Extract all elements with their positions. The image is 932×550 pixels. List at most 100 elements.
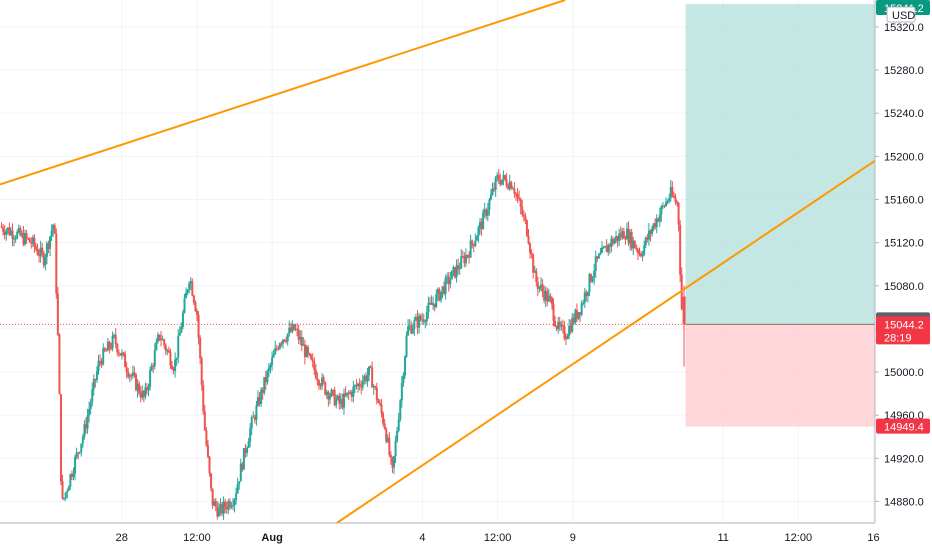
candle	[256, 397, 259, 406]
loss-zone[interactable]	[685, 324, 875, 427]
candle	[275, 348, 278, 350]
candle	[568, 325, 571, 337]
candle	[142, 390, 145, 397]
candle	[358, 383, 361, 387]
candle	[558, 321, 561, 327]
candle	[349, 392, 352, 394]
candle	[80, 443, 83, 453]
candle	[125, 367, 128, 372]
candle	[296, 328, 299, 330]
candle	[136, 383, 139, 391]
candle	[469, 240, 472, 258]
candle	[211, 488, 214, 506]
currency-label[interactable]: USD	[892, 10, 915, 22]
candle	[418, 315, 421, 328]
candle	[369, 366, 372, 368]
candle	[397, 419, 400, 431]
candle	[336, 395, 339, 400]
time-axis-bg	[0, 523, 875, 550]
candle	[113, 334, 116, 336]
candle	[327, 391, 330, 400]
long-position-tool[interactable]	[685, 4, 875, 427]
candle	[244, 448, 247, 454]
candle	[353, 385, 356, 387]
candle	[53, 224, 56, 234]
profit-zone[interactable]	[685, 4, 875, 325]
candle	[75, 452, 78, 458]
trendline-lower-channel[interactable]	[336, 159, 876, 524]
candle	[366, 375, 369, 382]
candle	[361, 381, 364, 388]
candle	[264, 377, 267, 383]
candle	[124, 353, 127, 368]
candle	[527, 235, 530, 244]
candle	[3, 231, 6, 235]
candle	[529, 243, 532, 253]
price-badge-label: 15044.2	[884, 319, 924, 331]
candle	[374, 386, 377, 388]
trendlines[interactable]	[0, 0, 876, 524]
candle	[99, 360, 102, 362]
candle	[258, 397, 261, 405]
candle	[672, 195, 675, 198]
candle	[185, 292, 188, 299]
candle	[324, 382, 327, 395]
time-axis[interactable]: 28 12:00 Aug 4 12:00 9 11 12:00 16	[0, 522, 880, 550]
candle	[447, 276, 450, 285]
price-badge-countdown: 28:19	[884, 332, 912, 344]
candle	[402, 375, 405, 383]
currency-box[interactable]	[886, 6, 916, 23]
candle	[0, 226, 3, 228]
price-tick-label: 15120.0	[884, 238, 924, 250]
candle	[588, 274, 591, 292]
candle	[250, 417, 253, 429]
candle	[441, 286, 444, 292]
candle	[28, 238, 31, 243]
chart-grid	[0, 0, 875, 523]
candle	[24, 233, 27, 245]
candle	[261, 389, 264, 393]
candle	[680, 274, 683, 310]
candle	[160, 338, 163, 341]
candle	[11, 230, 14, 239]
candle	[457, 265, 460, 270]
price-axis[interactable]: 14880.014920.014960.015000.015040.015080…	[874, 0, 932, 550]
candle	[489, 194, 492, 200]
candle	[169, 352, 172, 366]
candle	[482, 212, 485, 230]
price-tick-label: 15000.0	[884, 367, 924, 379]
candle	[116, 344, 119, 353]
candle	[497, 175, 500, 181]
candle	[504, 175, 507, 180]
price-tick-label: 15280.0	[884, 65, 924, 77]
candle	[644, 237, 647, 246]
candle	[288, 327, 291, 334]
candle	[20, 232, 23, 236]
candle	[131, 372, 134, 376]
trendline-upper-channel[interactable]	[0, 0, 566, 186]
candle	[97, 360, 100, 372]
candle	[52, 224, 55, 231]
candle	[286, 333, 289, 342]
candle	[552, 304, 555, 321]
candle	[619, 233, 622, 238]
candle	[83, 424, 86, 437]
candle	[66, 490, 69, 493]
candle	[363, 376, 366, 382]
candle	[488, 199, 491, 210]
candle	[335, 399, 338, 406]
candle	[170, 365, 173, 369]
candle	[228, 501, 231, 508]
candle	[310, 354, 313, 360]
candle	[364, 376, 367, 382]
candle	[460, 256, 463, 269]
candle	[607, 244, 610, 253]
candle	[385, 428, 388, 442]
candle	[455, 265, 458, 278]
time-tick-label: 12:00	[183, 532, 211, 544]
candle	[344, 393, 347, 396]
candle	[472, 243, 475, 247]
candle	[505, 179, 508, 186]
candle	[238, 481, 241, 485]
